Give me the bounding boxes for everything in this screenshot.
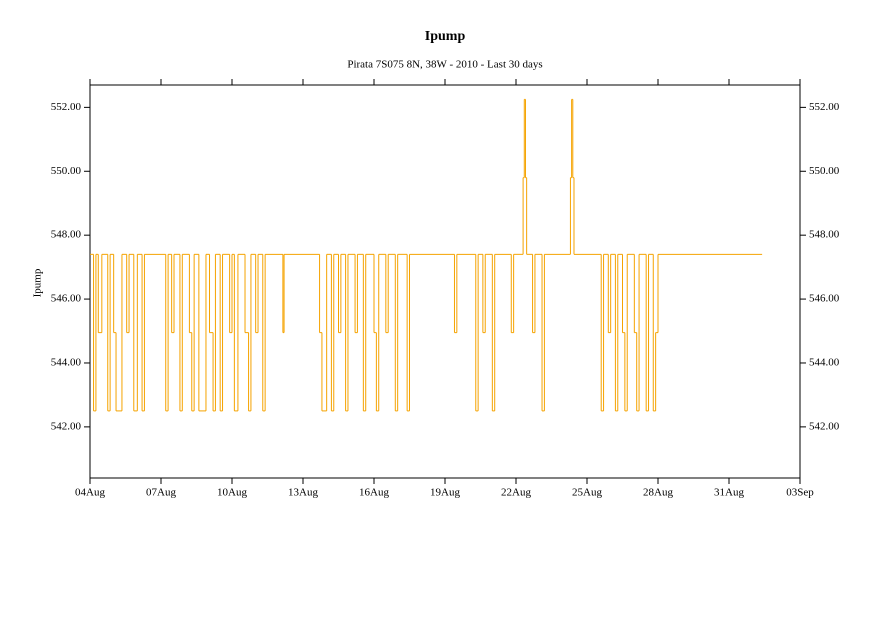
x-tick-label: 03Sep xyxy=(786,487,814,499)
y-axis-label: Ipump xyxy=(32,268,44,297)
x-tick-label: 16Aug xyxy=(359,487,389,499)
x-tick-label: 25Aug xyxy=(572,487,602,499)
chart-title: Ipump xyxy=(425,29,466,44)
y-tick-label: 544.00 xyxy=(51,357,82,369)
y2-tick-label: 550.00 xyxy=(809,165,840,177)
y-tick-label: 548.00 xyxy=(51,229,82,241)
y-tick-label: 550.00 xyxy=(51,165,82,177)
y2-tick-label: 542.00 xyxy=(809,420,840,432)
x-tick-label: 10Aug xyxy=(217,487,247,499)
x-tick-label: 31Aug xyxy=(714,487,744,499)
x-tick-label: 19Aug xyxy=(430,487,460,499)
y2-tick-label: 546.00 xyxy=(809,293,840,305)
x-tick-label: 22Aug xyxy=(501,487,531,499)
chart-subtitle: Pirata 7S075 8N, 38W - 2010 - Last 30 da… xyxy=(347,59,542,71)
x-tick-label: 04Aug xyxy=(75,487,105,499)
y2-tick-label: 544.00 xyxy=(809,357,840,369)
y2-tick-label: 552.00 xyxy=(809,101,840,113)
y-tick-label: 542.00 xyxy=(51,420,82,432)
y2-tick-label: 548.00 xyxy=(809,229,840,241)
x-tick-label: 13Aug xyxy=(288,487,318,499)
x-tick-label: 28Aug xyxy=(643,487,673,499)
y-tick-label: 552.00 xyxy=(51,101,82,113)
y-tick-label: 546.00 xyxy=(51,293,82,305)
x-tick-label: 07Aug xyxy=(146,487,176,499)
